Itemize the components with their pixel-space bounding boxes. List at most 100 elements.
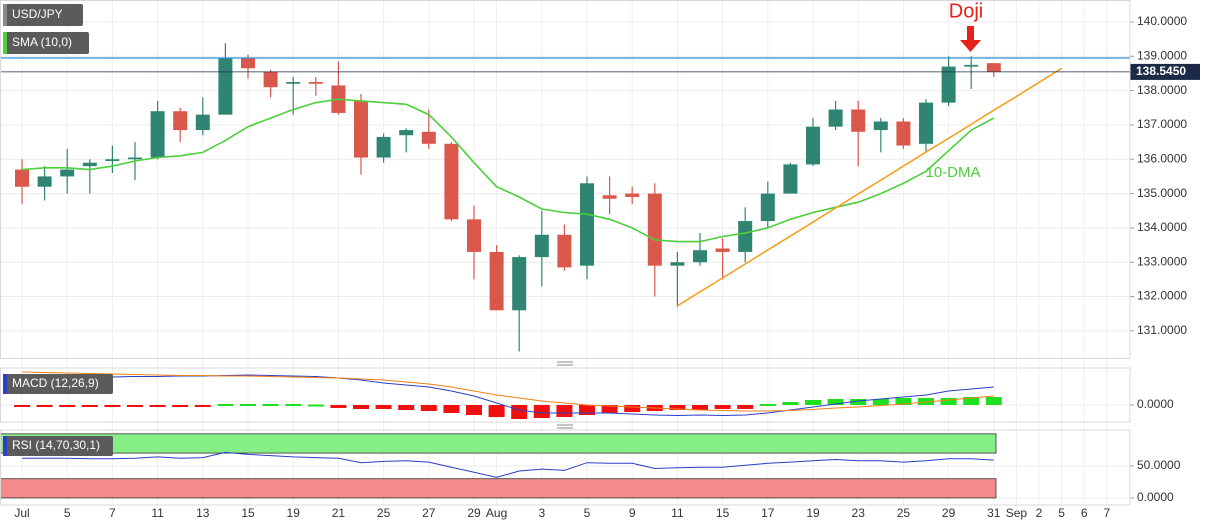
- histogram-bar: [488, 405, 505, 417]
- candle-body: [489, 251, 504, 311]
- candle-body: [512, 257, 527, 311]
- histogram-bar: [985, 397, 1002, 405]
- candle-body: [896, 121, 911, 146]
- histogram-bar: [579, 405, 595, 415]
- panel-frame: [0, 367, 1131, 423]
- candle-body: [557, 234, 572, 268]
- candle-body: [919, 102, 933, 144]
- histogram-bar: [533, 405, 550, 418]
- histogram-bar: [194, 405, 211, 407]
- x-tick-label: 27: [422, 506, 436, 520]
- candle-body: [534, 234, 549, 258]
- histogram-bar: [59, 405, 76, 407]
- histogram-bar: [398, 405, 415, 410]
- candle-body: [128, 157, 142, 160]
- histogram-bar: [511, 405, 528, 419]
- candle-body: [964, 64, 979, 67]
- histogram-bar: [81, 405, 98, 407]
- histogram-bar: [827, 399, 844, 405]
- last-price-tag: [1130, 63, 1200, 80]
- x-tick-label: 13: [196, 506, 210, 520]
- histogram-bar: [36, 405, 53, 407]
- y-tick-label: 132.0000: [1137, 289, 1187, 303]
- histogram-bar: [895, 398, 912, 405]
- candle-body: [399, 130, 414, 136]
- candle-body: [670, 262, 685, 266]
- rsi-line: [22, 451, 994, 478]
- candle-body: [851, 109, 866, 132]
- candle-body: [60, 169, 75, 177]
- candle-body: [873, 121, 888, 131]
- histogram-bar: [443, 405, 460, 413]
- candle-body: [37, 176, 52, 187]
- candle-body: [195, 114, 210, 131]
- histogram-bar: [104, 405, 121, 407]
- candle-body: [105, 159, 120, 161]
- rsi-band: [0, 478, 997, 499]
- x-tick-label: 2: [1036, 506, 1043, 520]
- y-tick-label: 133.0000: [1137, 254, 1187, 268]
- rsi-band: [0, 433, 997, 454]
- y-tick-label: 131.0000: [1137, 323, 1187, 337]
- x-tick-label: 7: [1103, 506, 1110, 520]
- macd-badge: MACD (12,26,9): [3, 374, 113, 394]
- trend-line: [676, 67, 1063, 307]
- x-tick-label: 15: [241, 506, 255, 520]
- x-tick-label: 5: [64, 506, 71, 520]
- histogram-bar: [127, 405, 143, 407]
- panel-frame: [0, 0, 1131, 359]
- panel-grip[interactable]: [557, 361, 573, 429]
- x-tick-label: 11: [151, 506, 164, 520]
- symbol-label: USD/JPY: [12, 7, 63, 21]
- x-tick-label: 19: [806, 506, 820, 520]
- x-tick-label: Sep: [1006, 506, 1028, 520]
- histogram-bar: [737, 405, 754, 409]
- annotation: Doji: [949, 0, 983, 22]
- candle-body: [806, 126, 820, 165]
- candle-body: [241, 58, 255, 69]
- rsi-label: RSI (14,70,30,1): [12, 438, 100, 452]
- rsi-badge: RSI (14,70,30,1): [3, 436, 113, 456]
- histogram-bar: [759, 404, 776, 406]
- candle-body: [173, 111, 188, 131]
- macd-line: [21, 371, 994, 412]
- candle-body: [218, 58, 233, 115]
- annotation: 10-DMA: [925, 164, 980, 181]
- histogram-bar: [172, 405, 189, 407]
- candle-body: [286, 82, 301, 84]
- x-tick-label: 31: [987, 506, 1001, 520]
- histogram-bar: [240, 404, 256, 406]
- histogram-bar: [601, 405, 618, 413]
- candle-body: [828, 109, 843, 127]
- y-tick-label: 136.0000: [1137, 151, 1187, 165]
- y-tick-label: 50.0000: [1137, 458, 1181, 472]
- histogram-bar: [556, 405, 573, 417]
- histogram-bar: [466, 405, 482, 415]
- doji-arrow: [960, 26, 981, 52]
- histogram-bar: [285, 404, 302, 406]
- last-price-label: 138.5450: [1136, 64, 1186, 78]
- candle-body: [738, 221, 753, 252]
- histogram-bar: [375, 405, 392, 409]
- candle-body: [602, 195, 617, 199]
- candle-body: [444, 143, 459, 220]
- x-tick-label: 29: [942, 506, 956, 520]
- x-tick-label: 3: [538, 506, 545, 520]
- histogram-bar: [872, 399, 889, 405]
- candle-body: [15, 169, 29, 187]
- y-tick-label: 140.0000: [1137, 14, 1187, 28]
- x-tick-label: Jul: [14, 506, 29, 520]
- candle-body: [82, 162, 97, 167]
- candle-body: [467, 219, 481, 252]
- histogram-bar: [149, 405, 166, 407]
- y-tick-label: 134.0000: [1137, 220, 1187, 234]
- histogram-bar: [353, 405, 369, 409]
- x-tick-label: 6: [1081, 506, 1088, 520]
- candle-body: [760, 193, 775, 222]
- histogram-bar: [963, 397, 980, 405]
- candle-body: [783, 164, 798, 194]
- candle-body: [354, 100, 368, 158]
